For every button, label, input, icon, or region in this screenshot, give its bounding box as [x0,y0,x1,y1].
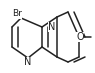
Text: N: N [24,57,32,67]
Text: O: O [76,32,84,42]
Text: Br: Br [12,9,22,18]
Text: N: N [48,22,56,32]
